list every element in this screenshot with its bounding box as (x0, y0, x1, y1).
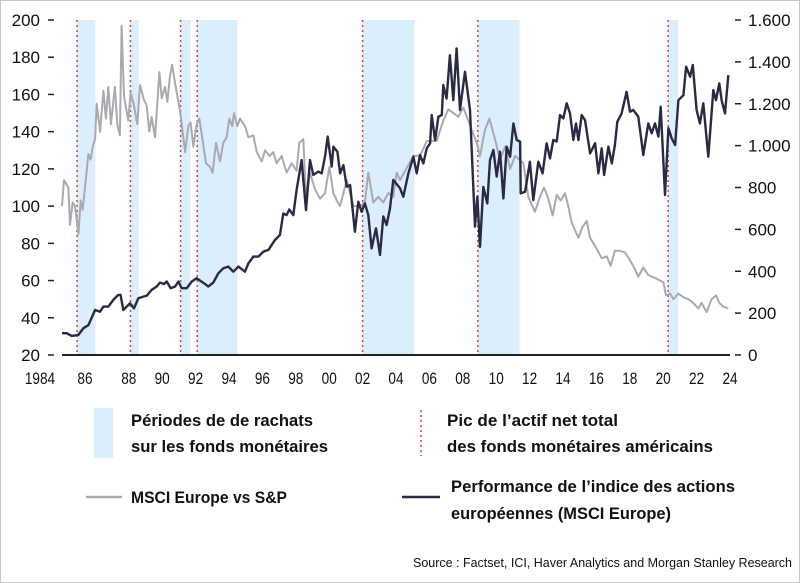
y-left-tick-label: 60 (21, 272, 40, 291)
x-tick-label: 08 (455, 370, 470, 389)
y-left-tick-label: 80 (21, 234, 40, 253)
shaded-period (180, 20, 191, 355)
x-tick-label: 92 (188, 370, 203, 389)
legend-shading-label-1: Périodes de de rachats (131, 411, 313, 430)
legend-dark-label-2: européennes (MSCI Europe) (451, 504, 671, 523)
x-tick-label: 98 (288, 370, 303, 389)
x-tick-label: 94 (221, 370, 237, 389)
x-tick-label: 04 (388, 370, 404, 389)
shaded-period (477, 20, 520, 355)
y-right-tick-label: 1.000 (748, 137, 791, 156)
y-right-tick-label: 1.600 (748, 11, 791, 30)
x-tick-label: 86 (77, 370, 92, 389)
x-tick-label: 12 (522, 370, 537, 389)
series-lines (61, 24, 730, 338)
legend-dark-label-1: Performance de l’indice des actions (451, 477, 735, 496)
legend-shading-label-2: sur les fonds monétaires (131, 437, 328, 456)
x-tick-label: 16 (589, 370, 604, 389)
x-tick-label: 00 (322, 370, 337, 389)
y-right-tick-label: 400 (748, 262, 776, 281)
peak-lines (76, 20, 669, 355)
x-axis-ticks: 1984 86 88 90 92 94 96 98 00 02 04 06 08 10 12 14 16 18 20… (25, 370, 738, 389)
y-left-tick-label: 180 (12, 48, 40, 67)
shaded-period (130, 20, 139, 355)
series-line-msci-europe-vs-sp (61, 24, 729, 314)
y-left-tick-label: 20 (21, 346, 40, 365)
y-right-tick-label: 200 (748, 304, 776, 323)
legend-grey-label: MSCI Europe vs S&P (131, 488, 287, 507)
y-right-tick-label: 0 (748, 346, 757, 365)
y-left-tick-label: 100 (12, 197, 40, 216)
y-right-tick-label: 600 (748, 220, 776, 239)
y-left-tick-label: 120 (12, 160, 40, 179)
x-tick-label: 10 (489, 370, 504, 389)
y-right-tick-label: 1.200 (748, 95, 791, 114)
shaded-period (197, 20, 238, 355)
y-left-tick-label: 40 (21, 309, 40, 328)
x-tick-label: 22 (689, 370, 704, 389)
legend: Périodes de de rachats sur les fonds mon… (86, 408, 735, 523)
source-note: Source : Factset, ICI, Haver Analytics a… (413, 555, 792, 570)
x-tick-label: 20 (656, 370, 671, 389)
y-right-tick-label: 800 (748, 179, 776, 198)
legend-peak-label-1: Pic de l’actif net total (447, 411, 618, 430)
x-tick-label: 18 (622, 370, 637, 389)
shaded-period (668, 20, 679, 355)
legend-peak-label-2: des fonds monétaires américains (447, 437, 713, 456)
x-tick-label: 90 (155, 370, 170, 389)
x-tick-label: 1984 (25, 370, 56, 389)
x-tick-label: 96 (255, 370, 270, 389)
x-tick-label: 06 (422, 370, 437, 389)
y-right-tick-label: 1.400 (748, 53, 791, 72)
y-axis-right: 0 200 400 600 800 1.000 1.200 1.400 1.600 (735, 11, 791, 365)
shaded-periods (77, 20, 679, 355)
y-axis-left: 20 40 60 80 100 120 140 160 180 200 (12, 11, 54, 365)
x-tick-label: 14 (555, 370, 571, 389)
x-tick-label: 88 (121, 370, 136, 389)
x-tick-label: 24 (722, 370, 738, 389)
legend-shading-swatch (94, 408, 113, 458)
y-left-tick-label: 160 (12, 85, 40, 104)
y-left-tick-label: 200 (12, 11, 40, 30)
x-tick-label: 02 (355, 370, 370, 389)
y-left-tick-label: 140 (12, 123, 40, 142)
series-line-msci-europe (62, 47, 730, 338)
shaded-period (77, 20, 96, 355)
